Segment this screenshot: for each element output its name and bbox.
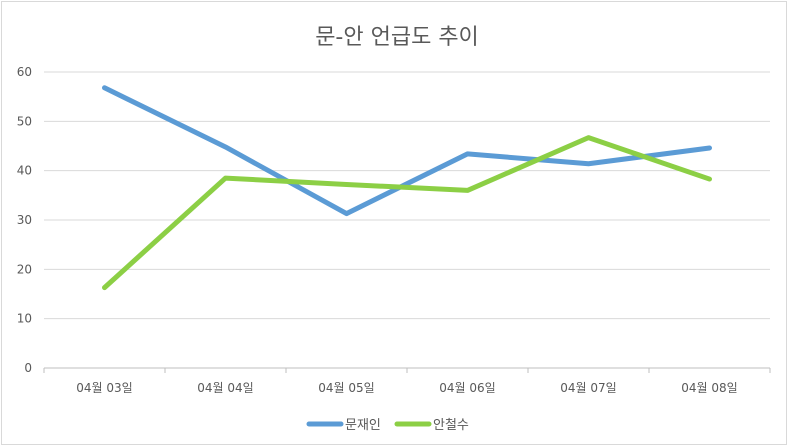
x-tick-label: 04월 08일	[681, 381, 737, 395]
x-tick-label: 04월 06일	[439, 381, 495, 395]
y-tick-label: 60	[17, 65, 32, 79]
y-tick-label: 40	[17, 164, 32, 178]
y-tick-label: 10	[17, 312, 32, 326]
x-axis: 04월 03일 04월 04일 04월 05일 04월 06일 04월 07일 04월 0…	[43, 368, 771, 395]
x-tick-label: 04월 07일	[560, 381, 616, 395]
y-tick-label: 30	[17, 213, 32, 227]
series-lines	[102, 85, 712, 291]
x-tick-label: 04월 04일	[197, 381, 253, 395]
series-line-2	[102, 135, 712, 291]
y-axis-ticks: 0 10 20 30 40 50 60	[17, 65, 32, 375]
series-line-1	[102, 85, 712, 217]
chart-title: 문-안 언급도 추이	[315, 25, 479, 50]
legend: 문재인 안철수	[306, 418, 469, 433]
gridlines	[44, 71, 770, 369]
legend-label: 안철수	[433, 418, 469, 433]
x-tick-label: 04월 05일	[318, 381, 374, 395]
y-tick-label: 0	[24, 361, 32, 375]
y-tick-label: 50	[17, 114, 32, 128]
y-tick-label: 20	[17, 262, 32, 276]
x-tick-label: 04월 03일	[76, 381, 132, 395]
legend-label: 문재인	[345, 418, 381, 433]
